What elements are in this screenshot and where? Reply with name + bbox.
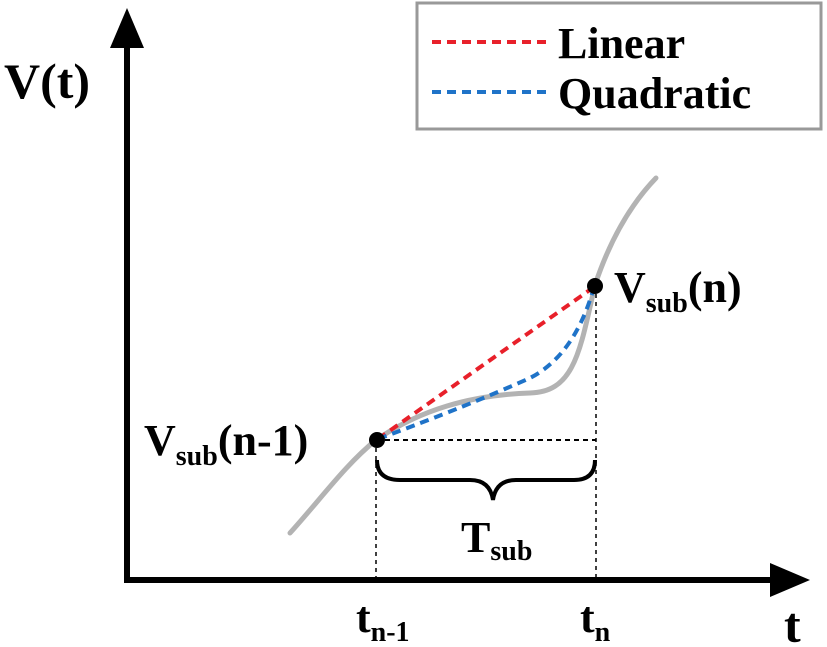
- x-axis-label: t: [784, 597, 801, 647]
- end-point-label: Vsub(n): [614, 263, 742, 319]
- x-axis-arrow: [770, 563, 810, 597]
- tick-label-end: tn: [580, 593, 611, 647]
- end-sample-point: [587, 278, 603, 294]
- legend-box: [415, 1, 823, 131]
- interval-brace: [375, 459, 597, 501]
- interval-label: Tsub: [461, 513, 532, 567]
- legend-linear-label: Linear: [558, 19, 685, 68]
- legend-quadratic-label: Quadratic: [558, 69, 751, 118]
- legend: Linear Quadratic: [415, 1, 823, 131]
- quadratic-interpolation: [377, 286, 596, 441]
- y-axis-arrow: [110, 8, 144, 48]
- start-sample-point: [369, 432, 385, 448]
- y-axis-label: V(t): [4, 53, 90, 109]
- signal-curve: [287, 175, 659, 536]
- linear-interpolation: [376, 285, 596, 441]
- start-point-label: Vsub(n-1): [144, 416, 308, 472]
- tick-label-start: tn-1: [356, 593, 410, 647]
